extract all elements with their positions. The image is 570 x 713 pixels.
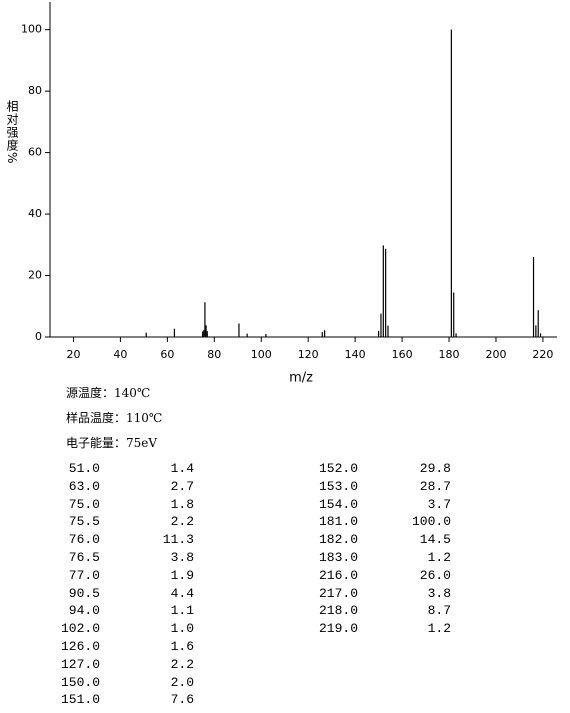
mz: 51.0 [68,461,100,476]
mz: 150.0 [60,674,100,690]
x-tick-label: 20 [66,348,80,361]
mz: 153.0 [318,478,358,494]
mz: 154.0 [318,496,358,512]
intensity: 1.9 [170,567,194,583]
mz: 151.0 [60,692,100,708]
intensity: 2.2 [170,514,194,530]
intensity: 3.7 [427,496,451,512]
x-tick-label: 120 [298,348,319,361]
y-tick-label: 100 [21,23,42,36]
x-tick-label: 180 [439,348,460,361]
mz: 152.0 [318,461,358,476]
x-tick-label: 100 [251,348,272,361]
y-tick-label: 40 [28,207,42,220]
chart: m/z 0 20 40 60 80 100 20 40 60 80 100 120 140 160 180 2… [21,2,557,386]
mz: 127.0 [60,656,100,672]
mz: 63.0 [68,478,100,494]
x-tick-label: 140 [345,348,366,361]
intensity: 2.0 [170,674,194,690]
x-tick-label: 80 [207,348,221,361]
mz: 75.0 [68,496,100,512]
mz: 126.0 [60,639,100,654]
intensity: 1.2 [427,550,451,565]
mz: 217.0 [318,585,358,601]
intensity: 1.8 [170,496,194,512]
intensity: 4.4 [170,585,194,601]
intensity: 28.7 [419,478,451,494]
info-line: 电子能量：75eV [66,436,158,450]
intensity: 100.0 [411,514,451,530]
y-tick-label: 20 [28,269,42,282]
mz: 181.0 [318,514,358,530]
y-axis-label: 相对强度% [5,100,19,165]
x-tick-label: 60 [160,348,174,361]
y-tick-label: 80 [28,84,42,97]
intensity: 2.7 [170,478,194,494]
mz: 94.0 [68,603,100,619]
y-tick-label: 0 [35,330,42,343]
mz: 102.0 [60,621,100,637]
intensity: 11.3 [162,532,194,548]
x-tick-label: 160 [392,348,413,361]
intensity: 7.6 [170,692,194,708]
intensity: 3.8 [427,585,451,601]
intensity: 1.4 [170,461,194,476]
mz: 182.0 [318,532,358,548]
mz: 77.0 [68,567,100,583]
y-tick-label: 60 [28,146,42,159]
intensity: 14.5 [419,532,451,548]
mz: 76.5 [68,550,100,565]
intensity: 8.7 [427,603,451,619]
intensity: 1.0 [170,621,194,637]
mz: 216.0 [318,567,358,583]
mz: 75.5 [68,514,100,530]
info-line: 源温度：140℃ [66,386,151,400]
intensity: 2.2 [170,656,194,672]
mz: 218.0 [318,603,358,619]
mz: 76.0 [68,532,100,548]
intensity: 1.2 [427,621,451,637]
intensity: 1.6 [170,639,194,654]
intensity: 26.0 [419,567,451,583]
x-tick-label: 220 [532,348,553,361]
mz: 90.5 [68,585,100,601]
mz: 219.0 [318,621,358,637]
intensity: 1.1 [170,603,194,619]
intensity: 3.8 [170,550,194,565]
info-line: 样品温度：110℃ [66,411,163,425]
x-axis-label: m/z [289,371,313,386]
x-tick-label: 40 [113,348,127,361]
x-tick-label: 200 [485,348,506,361]
mz: 183.0 [318,550,358,565]
intensity: 29.8 [419,461,451,476]
